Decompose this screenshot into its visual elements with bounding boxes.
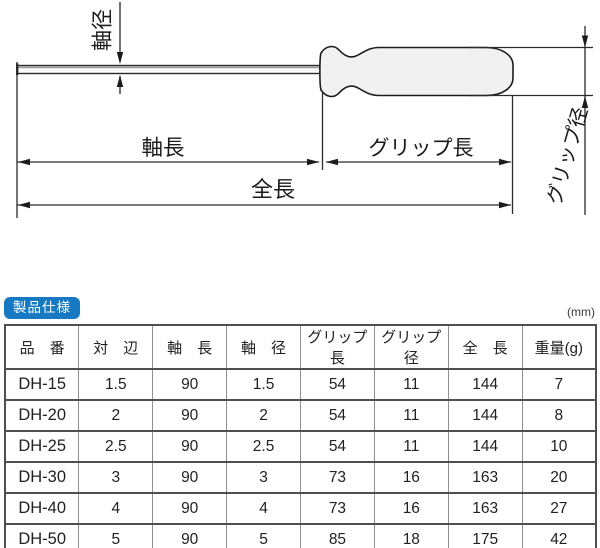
spec-header-row: 製品仕様 (mm) xyxy=(4,292,597,319)
column-header: グリップ長 xyxy=(300,324,375,370)
arrowhead xyxy=(326,158,338,166)
extension-lines xyxy=(16,46,593,218)
table-cell: 4 xyxy=(78,492,154,525)
column-header: 品 番 xyxy=(4,324,80,370)
table-cell: 175 xyxy=(447,523,523,548)
table-row: DH-25 2.5 90 2.5 54 11 144 10 xyxy=(4,430,597,463)
table-cell: 54 xyxy=(300,399,375,432)
table-cell: 90 xyxy=(152,368,228,401)
table-cell: 73 xyxy=(300,461,375,494)
arrowhead xyxy=(581,35,589,48)
arrowhead xyxy=(116,52,124,64)
table-cell: 3 xyxy=(226,461,301,494)
table-cell: 27 xyxy=(521,492,597,525)
table-body: DH-15 1.5 90 1.5 54 11 144 7 DH-20 2 90 2 54 11 144 8 DH… xyxy=(4,368,597,548)
arrowhead xyxy=(581,96,589,108)
table-cell: 20 xyxy=(521,461,597,494)
table-cell: 7 xyxy=(521,368,597,401)
arrowhead xyxy=(307,158,319,166)
part-number-cell: DH-25 xyxy=(4,430,80,463)
table-cell: 18 xyxy=(373,523,449,548)
table-cell: 8 xyxy=(521,399,597,432)
table-cell: 163 xyxy=(447,492,523,525)
table-header-row: 品 番対 辺軸 長軸 径グリップ長 グリップ径全 長重量(g) xyxy=(4,324,597,370)
column-header: 重量(g) xyxy=(521,324,597,370)
table-cell: 2 xyxy=(226,399,301,432)
table-row: DH-50 5 90 5 85 18 175 42 xyxy=(4,523,597,548)
table-row: DH-20 2 90 2 54 11 144 8 xyxy=(4,399,597,432)
table-cell: 90 xyxy=(152,461,228,494)
table-cell: 11 xyxy=(373,368,449,401)
screwdriver-dimension-diagram: 軸径 軸長 グリップ長 全長 グリップ径 xyxy=(16,2,593,218)
arrowhead xyxy=(116,75,124,87)
column-header: 軸 長 xyxy=(152,324,228,370)
table-row: DH-40 4 90 4 73 16 163 27 xyxy=(4,492,597,525)
grip-outline xyxy=(319,45,514,98)
part-number-cell: DH-20 xyxy=(4,399,80,432)
column-header: 軸 径 xyxy=(226,324,301,370)
table-cell: 90 xyxy=(152,430,228,463)
table-cell: 5 xyxy=(226,523,301,548)
table-cell: 11 xyxy=(373,399,449,432)
table-cell: 90 xyxy=(152,492,228,525)
table-cell: 73 xyxy=(300,492,375,525)
column-header: グリップ径 xyxy=(373,324,449,370)
part-number-cell: DH-50 xyxy=(4,523,80,548)
arrowhead xyxy=(499,158,511,166)
arrowhead xyxy=(18,201,30,209)
column-header: 全 長 xyxy=(447,324,523,370)
table-cell: 5 xyxy=(78,523,154,548)
table-cell: 144 xyxy=(447,430,523,463)
unit-note: (mm) xyxy=(567,305,595,319)
label-total-length: 全長 xyxy=(251,177,295,202)
arrowhead xyxy=(499,201,511,209)
table-cell: 16 xyxy=(373,461,449,494)
shaft-outline xyxy=(16,63,322,75)
table-cell: 90 xyxy=(152,523,228,548)
table-cell: 42 xyxy=(521,523,597,548)
table-cell: 1.5 xyxy=(226,368,301,401)
label-shaft-diameter: 軸径 xyxy=(92,9,115,51)
table-cell: 1.5 xyxy=(78,368,154,401)
table-cell: 11 xyxy=(373,430,449,463)
label-grip-length: グリップ長 xyxy=(369,137,474,160)
spec-section: 製品仕様 (mm) 品 番対 辺軸 長軸 径グリップ長 グリップ径全 長重量(g)… xyxy=(4,292,597,548)
table-cell: 90 xyxy=(152,399,228,432)
spec-badge: 製品仕様 xyxy=(4,297,80,319)
table-cell: 163 xyxy=(447,461,523,494)
column-header: 対 辺 xyxy=(78,324,154,370)
part-number-cell: DH-30 xyxy=(4,461,80,494)
part-number-cell: DH-15 xyxy=(4,368,80,401)
table-row: DH-30 3 90 3 73 16 163 20 xyxy=(4,461,597,494)
part-number-cell: DH-40 xyxy=(4,492,80,525)
arrowhead xyxy=(18,158,30,166)
table-cell: 144 xyxy=(447,368,523,401)
table-cell: 54 xyxy=(300,430,375,463)
table-cell: 2 xyxy=(78,399,154,432)
table-cell: 85 xyxy=(300,523,375,548)
table-cell: 144 xyxy=(447,399,523,432)
table-row: DH-15 1.5 90 1.5 54 11 144 7 xyxy=(4,368,597,401)
table-cell: 2.5 xyxy=(226,430,301,463)
table-cell: 16 xyxy=(373,492,449,525)
label-shaft-length: 軸長 xyxy=(141,136,184,160)
table-cell: 54 xyxy=(300,368,375,401)
table-cell: 10 xyxy=(521,430,597,463)
table-cell: 3 xyxy=(78,461,154,494)
spec-table: 品 番対 辺軸 長軸 径グリップ長 グリップ径全 長重量(g) DH-15 1.5 9… xyxy=(4,324,597,548)
table-cell: 2.5 xyxy=(78,430,154,463)
table-cell: 4 xyxy=(226,492,301,525)
